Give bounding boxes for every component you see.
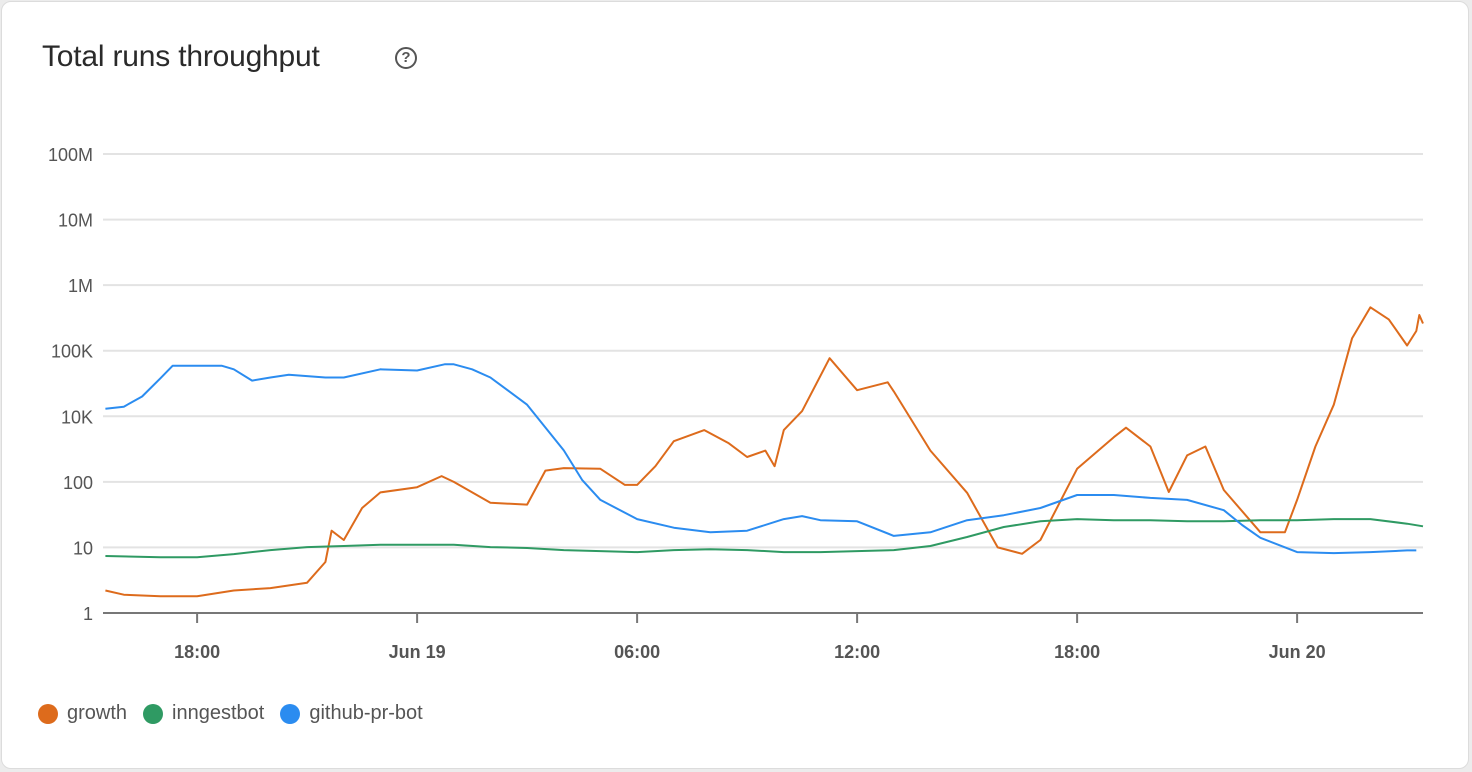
y-tick-label: 100K: [51, 342, 93, 362]
chart-title: Total runs throughput: [42, 40, 320, 73]
question-circle-icon[interactable]: ?: [395, 47, 417, 69]
x-tick-label: 18:00: [174, 642, 220, 662]
legend-label: github-pr-bot: [309, 702, 423, 724]
y-tick-label: 10K: [61, 407, 93, 427]
legend-item-growth[interactable]: growth: [38, 702, 127, 725]
y-tick-label: 10: [73, 538, 93, 558]
x-tick-label: Jun 20: [1269, 642, 1326, 662]
y-tick-label: 1M: [68, 276, 93, 296]
x-tick-label: 18:00: [1054, 642, 1100, 662]
legend-item-github-pr-bot[interactable]: github-pr-bot: [280, 702, 423, 725]
legend: growth inngestbot github-pr-bot: [38, 702, 439, 725]
x-tick-label: Jun 19: [389, 642, 446, 662]
y-tick-label: 100M: [48, 145, 93, 165]
legend-swatch: [280, 703, 301, 724]
legend-swatch: [38, 703, 58, 724]
y-tick-label: 10M: [58, 211, 93, 231]
x-tick-label: 12:00: [834, 642, 880, 662]
legend-label: growth: [67, 702, 128, 724]
y-tick-label: 100: [63, 473, 93, 493]
x-tick-label: 06:00: [614, 642, 660, 662]
y-tick-label: 1: [83, 604, 93, 624]
series-line-github-pr-bot: [105, 363, 1417, 555]
legend-swatch: [143, 703, 164, 724]
legend-label: inngestbot: [172, 702, 265, 724]
legend-item-inngestbot[interactable]: inngestbot: [143, 702, 264, 725]
series-line-growth: [105, 306, 1424, 598]
series-line-inngestbot: [105, 518, 1424, 559]
